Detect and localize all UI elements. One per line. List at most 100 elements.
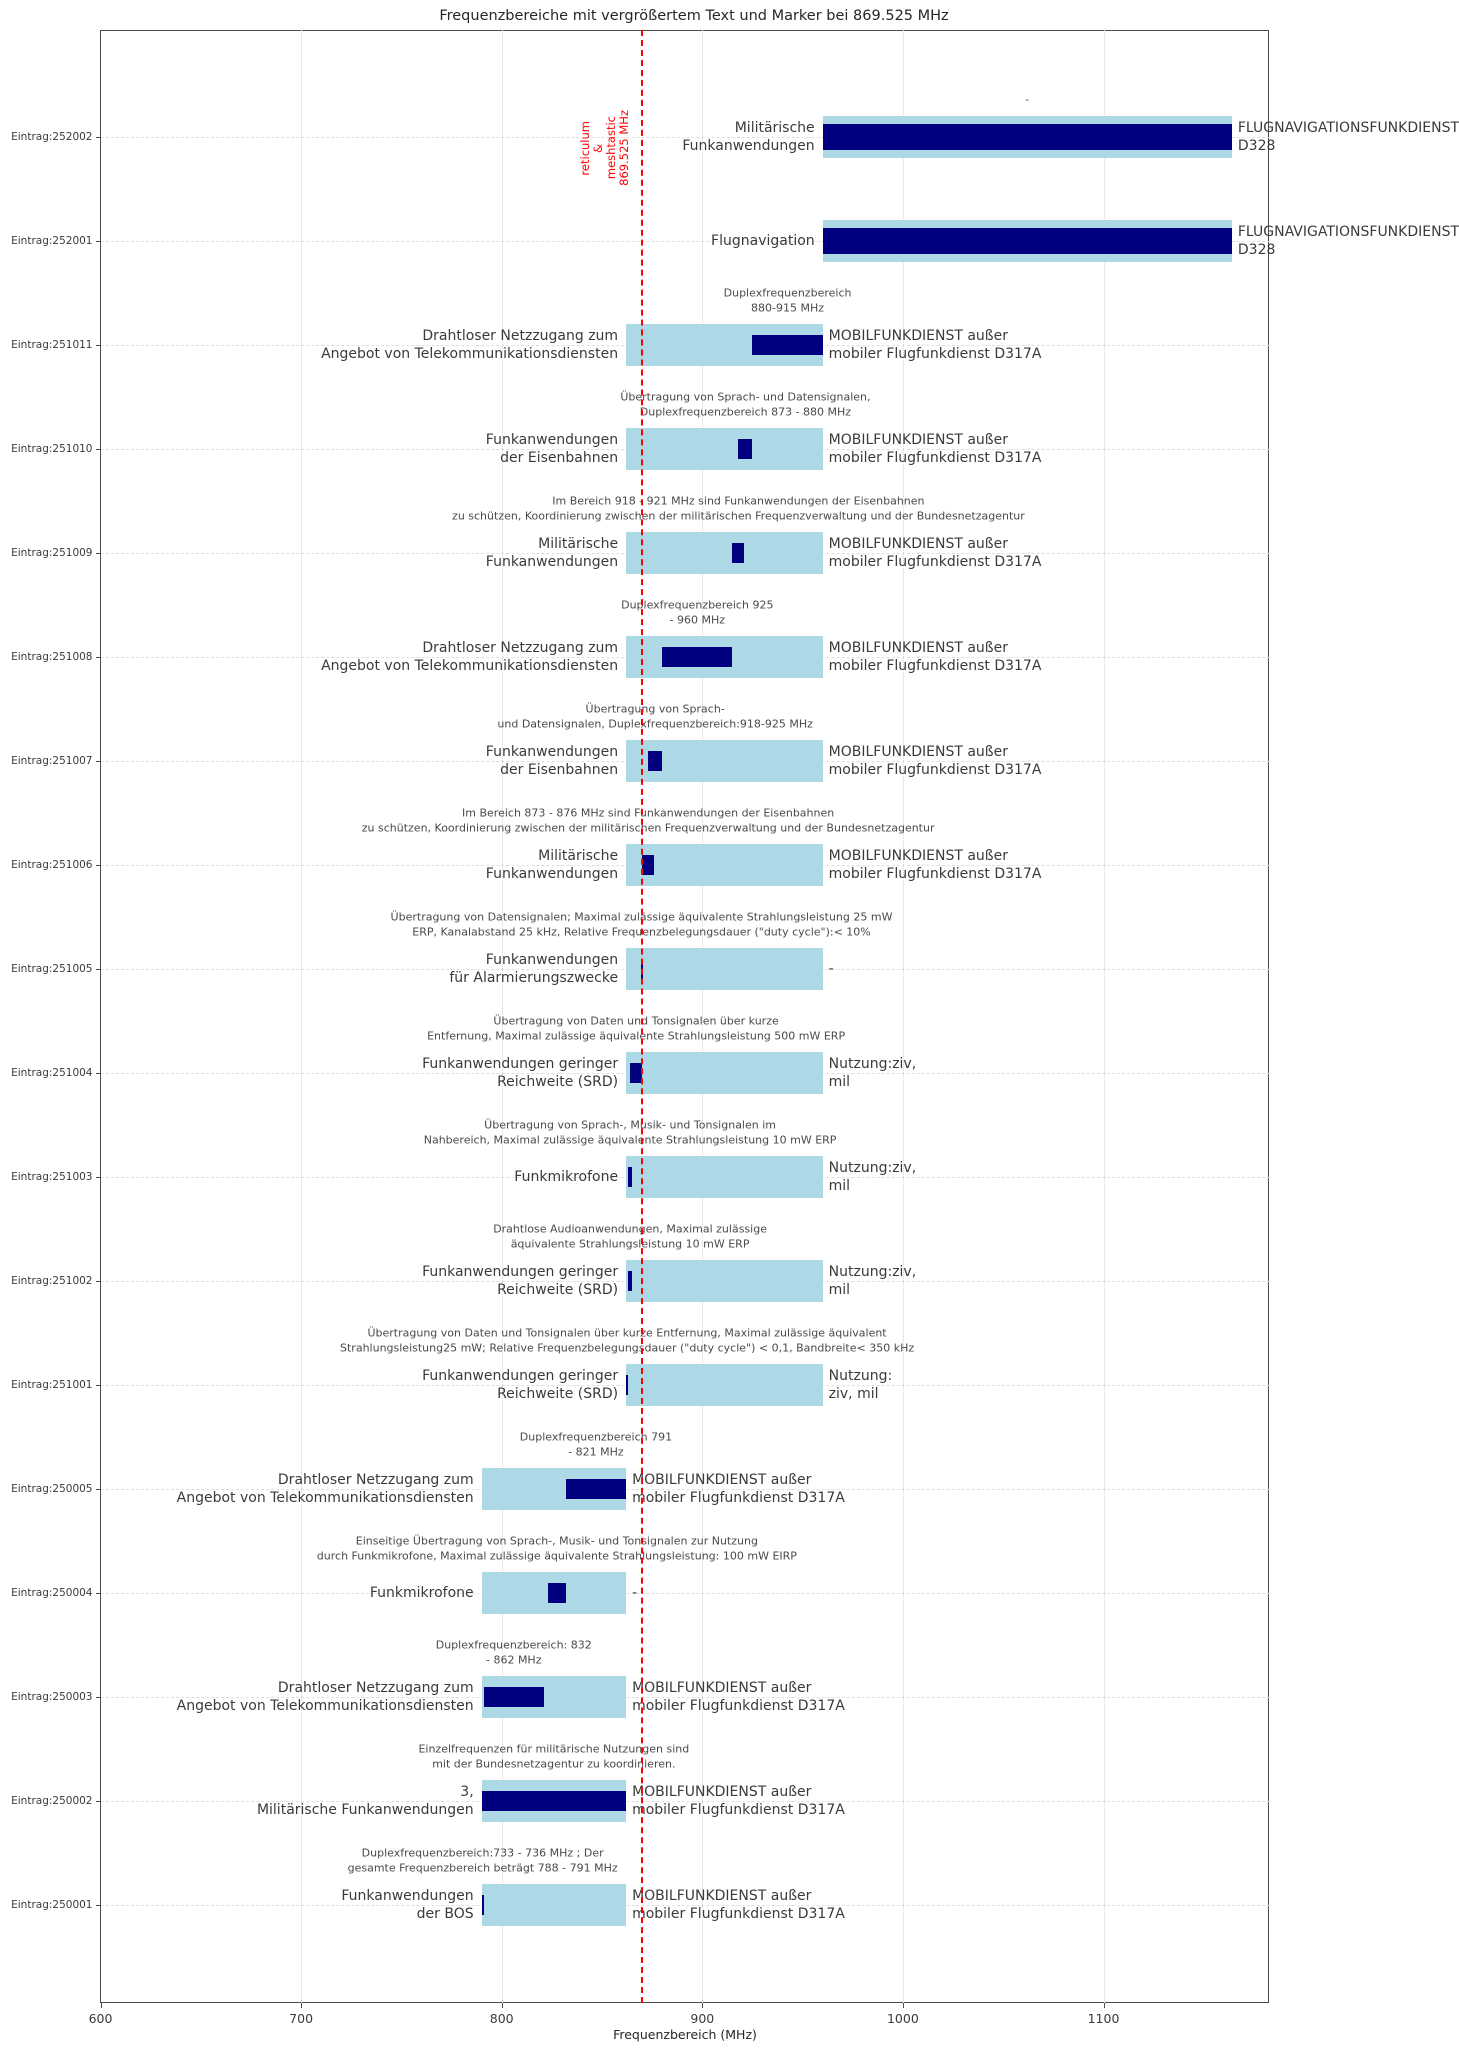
row-gridline [100, 241, 1270, 242]
row-left-label: Drahtloser Netzzugang zum Angebot von Te… [321, 327, 619, 362]
row-annotation: Übertragung von Sprach- und Datensignale… [620, 390, 871, 419]
frequency-band-bar [626, 1260, 823, 1302]
row-annotation: Duplexfrequenzbereich:733 - 736 MHz ; De… [347, 1846, 618, 1875]
row-right-label: FLUGNAVIGATIONSFUNKDIENST D328 [1237, 119, 1459, 154]
row-left-label: Militärische Funkanwendungen [682, 119, 815, 154]
marker-label: reticulum & meshtastic 869.525 MHz [578, 58, 632, 238]
y-tick-label: Eintrag:251004 [11, 1067, 93, 1079]
frequency-allocation-bar [481, 1791, 627, 1811]
marker-label-line: 869.525 MHz [617, 110, 632, 186]
frequency-allocation-bar [642, 855, 655, 875]
row-right-label: MOBILFUNKDIENST außer mobiler Flugfunkdi… [828, 639, 1042, 674]
row-left-label: Funkanwendungen für Alarmierungszwecke [449, 951, 619, 986]
row-left-label: Funkmikrofone [369, 1584, 474, 1601]
y-tick-mark [95, 449, 101, 450]
row-left-label: Funkanwendungen geringer Reichweite (SRD… [422, 1055, 619, 1090]
chart-title: Frequenzbereiche mit vergrößertem Text u… [439, 8, 949, 24]
row-annotation: Drahtlose Audioanwendungen, Maximal zulä… [493, 1222, 767, 1251]
y-tick-label: Eintrag:250001 [11, 1899, 93, 1911]
frequency-band-bar [626, 948, 823, 990]
y-tick-label: Eintrag:250002 [11, 1795, 93, 1807]
x-tick-mark [501, 2003, 503, 2008]
frequency-allocation-bar [547, 1583, 566, 1603]
row-left-label: Militärische Funkanwendungen [485, 535, 619, 570]
frequency-allocation-bar [738, 439, 753, 459]
row-right-label: FLUGNAVIGATIONSFUNKDIENST D328 [1237, 223, 1459, 258]
x-gridline [301, 30, 303, 2003]
frequency-band-bar [626, 1052, 823, 1094]
row-right-label: MOBILFUNKDIENST außer mobiler Flugfunkdi… [828, 743, 1042, 778]
y-tick-label: Eintrag:251001 [11, 1379, 93, 1391]
marker-label-line: meshtastic [604, 116, 619, 180]
row-left-label: 3, Militärische Funkanwendungen [256, 1783, 474, 1818]
y-tick-mark [95, 1073, 101, 1074]
plot-frame [99, 30, 1269, 2003]
x-tick-label: 800 [489, 2011, 514, 2026]
row-gridline [100, 1593, 1270, 1594]
y-tick-mark [95, 137, 101, 138]
y-tick-mark [95, 553, 101, 554]
y-tick-mark [95, 1489, 101, 1490]
y-tick-mark [95, 865, 101, 866]
frequency-band-bar [481, 1884, 627, 1926]
y-tick-label: Eintrag:251002 [11, 1275, 93, 1287]
y-tick-label: Eintrag:251003 [11, 1171, 93, 1183]
marker-label-line: & [591, 143, 606, 153]
row-annotation: Übertragung von Daten und Tonsignalen üb… [340, 1326, 915, 1355]
row-left-label: Drahtloser Netzzugang zum Angebot von Te… [176, 1679, 474, 1714]
x-tick-mark [902, 2003, 904, 2008]
frequency-allocation-bar [822, 228, 1232, 254]
frequency-allocation-bar [565, 1479, 627, 1499]
y-tick-mark [95, 1177, 101, 1178]
y-tick-label: Eintrag:251011 [11, 339, 93, 351]
row-annotation: Übertragung von Sprach-, Musik- und Tons… [423, 1118, 837, 1147]
row-annotation: Duplexfrequenzbereich: 832 - 862 MHz [435, 1638, 592, 1667]
row-annotation: - [1025, 93, 1030, 107]
row-annotation: Übertragung von Sprach- und Datensignale… [497, 702, 813, 731]
row-annotation: Duplexfrequenzbereich 791 - 821 MHz [519, 1430, 673, 1459]
marker-label-line: reticulum [578, 120, 593, 176]
y-tick-label: Eintrag:252001 [11, 235, 93, 247]
x-tick-label: 600 [88, 2011, 113, 2026]
y-tick-mark [95, 969, 101, 970]
x-tick-mark [301, 2003, 303, 2008]
x-axis-label: Frequenzbereich (MHz) [613, 2027, 757, 2042]
x-tick-label: 700 [289, 2011, 314, 2026]
row-right-label: MOBILFUNKDIENST außer mobiler Flugfunkdi… [632, 1471, 845, 1506]
x-tick-label: 900 [690, 2011, 715, 2026]
y-tick-label: Eintrag:251006 [11, 859, 93, 871]
row-right-label: Nutzung: ziv, mil [828, 1367, 893, 1402]
row-annotation: Im Bereich 918 - 921 MHz sind Funkanwend… [452, 494, 1025, 523]
y-tick-label: Eintrag:250003 [11, 1691, 93, 1703]
y-tick-label: Eintrag:251007 [11, 755, 93, 767]
frequency-allocation-bar [732, 543, 745, 563]
row-right-label: MOBILFUNKDIENST außer mobiler Flugfunkdi… [828, 327, 1042, 362]
x-tick-label: 1000 [886, 2011, 919, 2026]
frequency-allocation-bar [630, 1063, 643, 1083]
row-left-label: Drahtloser Netzzugang zum Angebot von Te… [176, 1471, 474, 1506]
row-annotation: Übertragung von Datensignalen; Maximal z… [390, 910, 893, 939]
frequency-band-bar [626, 1364, 823, 1406]
row-annotation: Übertragung von Daten und Tonsignalen üb… [427, 1014, 846, 1043]
y-tick-mark [95, 1281, 101, 1282]
x-tick-mark [100, 2003, 102, 2008]
y-tick-mark [95, 1593, 101, 1594]
row-gridline [100, 1905, 1270, 1906]
row-left-label: Funkanwendungen geringer Reichweite (SRD… [422, 1367, 619, 1402]
row-right-label: Nutzung:ziv, mil [828, 1263, 917, 1298]
row-annotation: Duplexfrequenzbereich 925 - 960 MHz [621, 598, 774, 627]
row-right-label: Nutzung:ziv, mil [828, 1159, 917, 1194]
frequency-allocation-bar [483, 1687, 544, 1707]
frequency-allocation-bar [822, 124, 1232, 150]
marker-line-869525 [641, 30, 644, 2003]
y-tick-mark [95, 1697, 101, 1698]
x-tick-mark [702, 2003, 704, 2008]
frequency-allocation-bar [481, 1895, 484, 1915]
x-gridline [1103, 30, 1105, 2003]
row-right-label: MOBILFUNKDIENST außer mobiler Flugfunkdi… [632, 1887, 845, 1922]
x-gridline [902, 30, 904, 2003]
row-annotation: Einzelfrequenzen für militärische Nutzun… [418, 1742, 690, 1771]
row-right-label: MOBILFUNKDIENST außer mobiler Flugfunkdi… [632, 1679, 845, 1714]
y-tick-label: Eintrag:251009 [11, 547, 93, 559]
frequency-allocation-bar [628, 1271, 633, 1291]
